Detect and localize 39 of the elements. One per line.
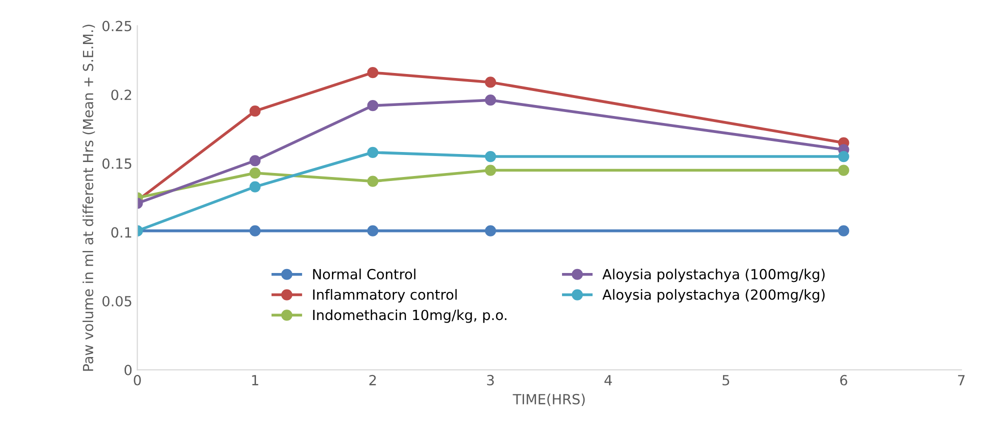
legend-label: Aloysia polystachya (100mg/kg) xyxy=(602,268,825,282)
x-tick-label: 5 xyxy=(722,375,730,386)
point xyxy=(250,155,261,166)
x-tick-label: 3 xyxy=(487,374,494,386)
x-tick-label: 6 xyxy=(840,374,848,386)
point xyxy=(838,150,850,162)
y-tick-label: 0.15 xyxy=(102,158,132,169)
point xyxy=(367,100,378,112)
legend-label: Indomethacin 10mg/kg, p.o. xyxy=(313,309,506,323)
point xyxy=(250,181,261,192)
y-tick-label: 0.25 xyxy=(102,20,132,32)
x-tick-label: 1 xyxy=(252,375,258,386)
point xyxy=(838,225,850,236)
point xyxy=(367,146,378,158)
x-tick-label: 0 xyxy=(134,374,141,386)
y-axis-title: Paw volume in ml at different Hrs (Mean + S.E.M.) xyxy=(82,24,95,371)
point xyxy=(484,94,496,106)
x-tick-label: 4 xyxy=(604,375,612,386)
point xyxy=(838,164,850,176)
y-tick-label: 0 xyxy=(124,364,132,376)
point xyxy=(484,164,496,176)
x-axis-title: TIME(HRS) xyxy=(512,394,585,406)
point xyxy=(367,67,378,78)
point xyxy=(250,106,261,117)
legend-label: Inflammatory control xyxy=(313,289,457,303)
x-tick-label: 7 xyxy=(958,375,965,386)
legend-label: Aloysia polystachya (200mg/kg) xyxy=(602,289,825,303)
y-tick-label: 0.2 xyxy=(111,90,132,100)
x-tick-label: 2 xyxy=(369,374,376,386)
point xyxy=(484,225,496,236)
y-tick-label: 0.1 xyxy=(111,227,132,238)
point xyxy=(250,225,261,236)
y-tick-label: 0.05 xyxy=(102,296,132,306)
point xyxy=(250,167,261,179)
legend-label: Normal Control xyxy=(313,268,416,280)
point xyxy=(367,176,378,187)
point xyxy=(484,150,496,162)
point xyxy=(367,225,378,236)
point xyxy=(484,76,496,88)
